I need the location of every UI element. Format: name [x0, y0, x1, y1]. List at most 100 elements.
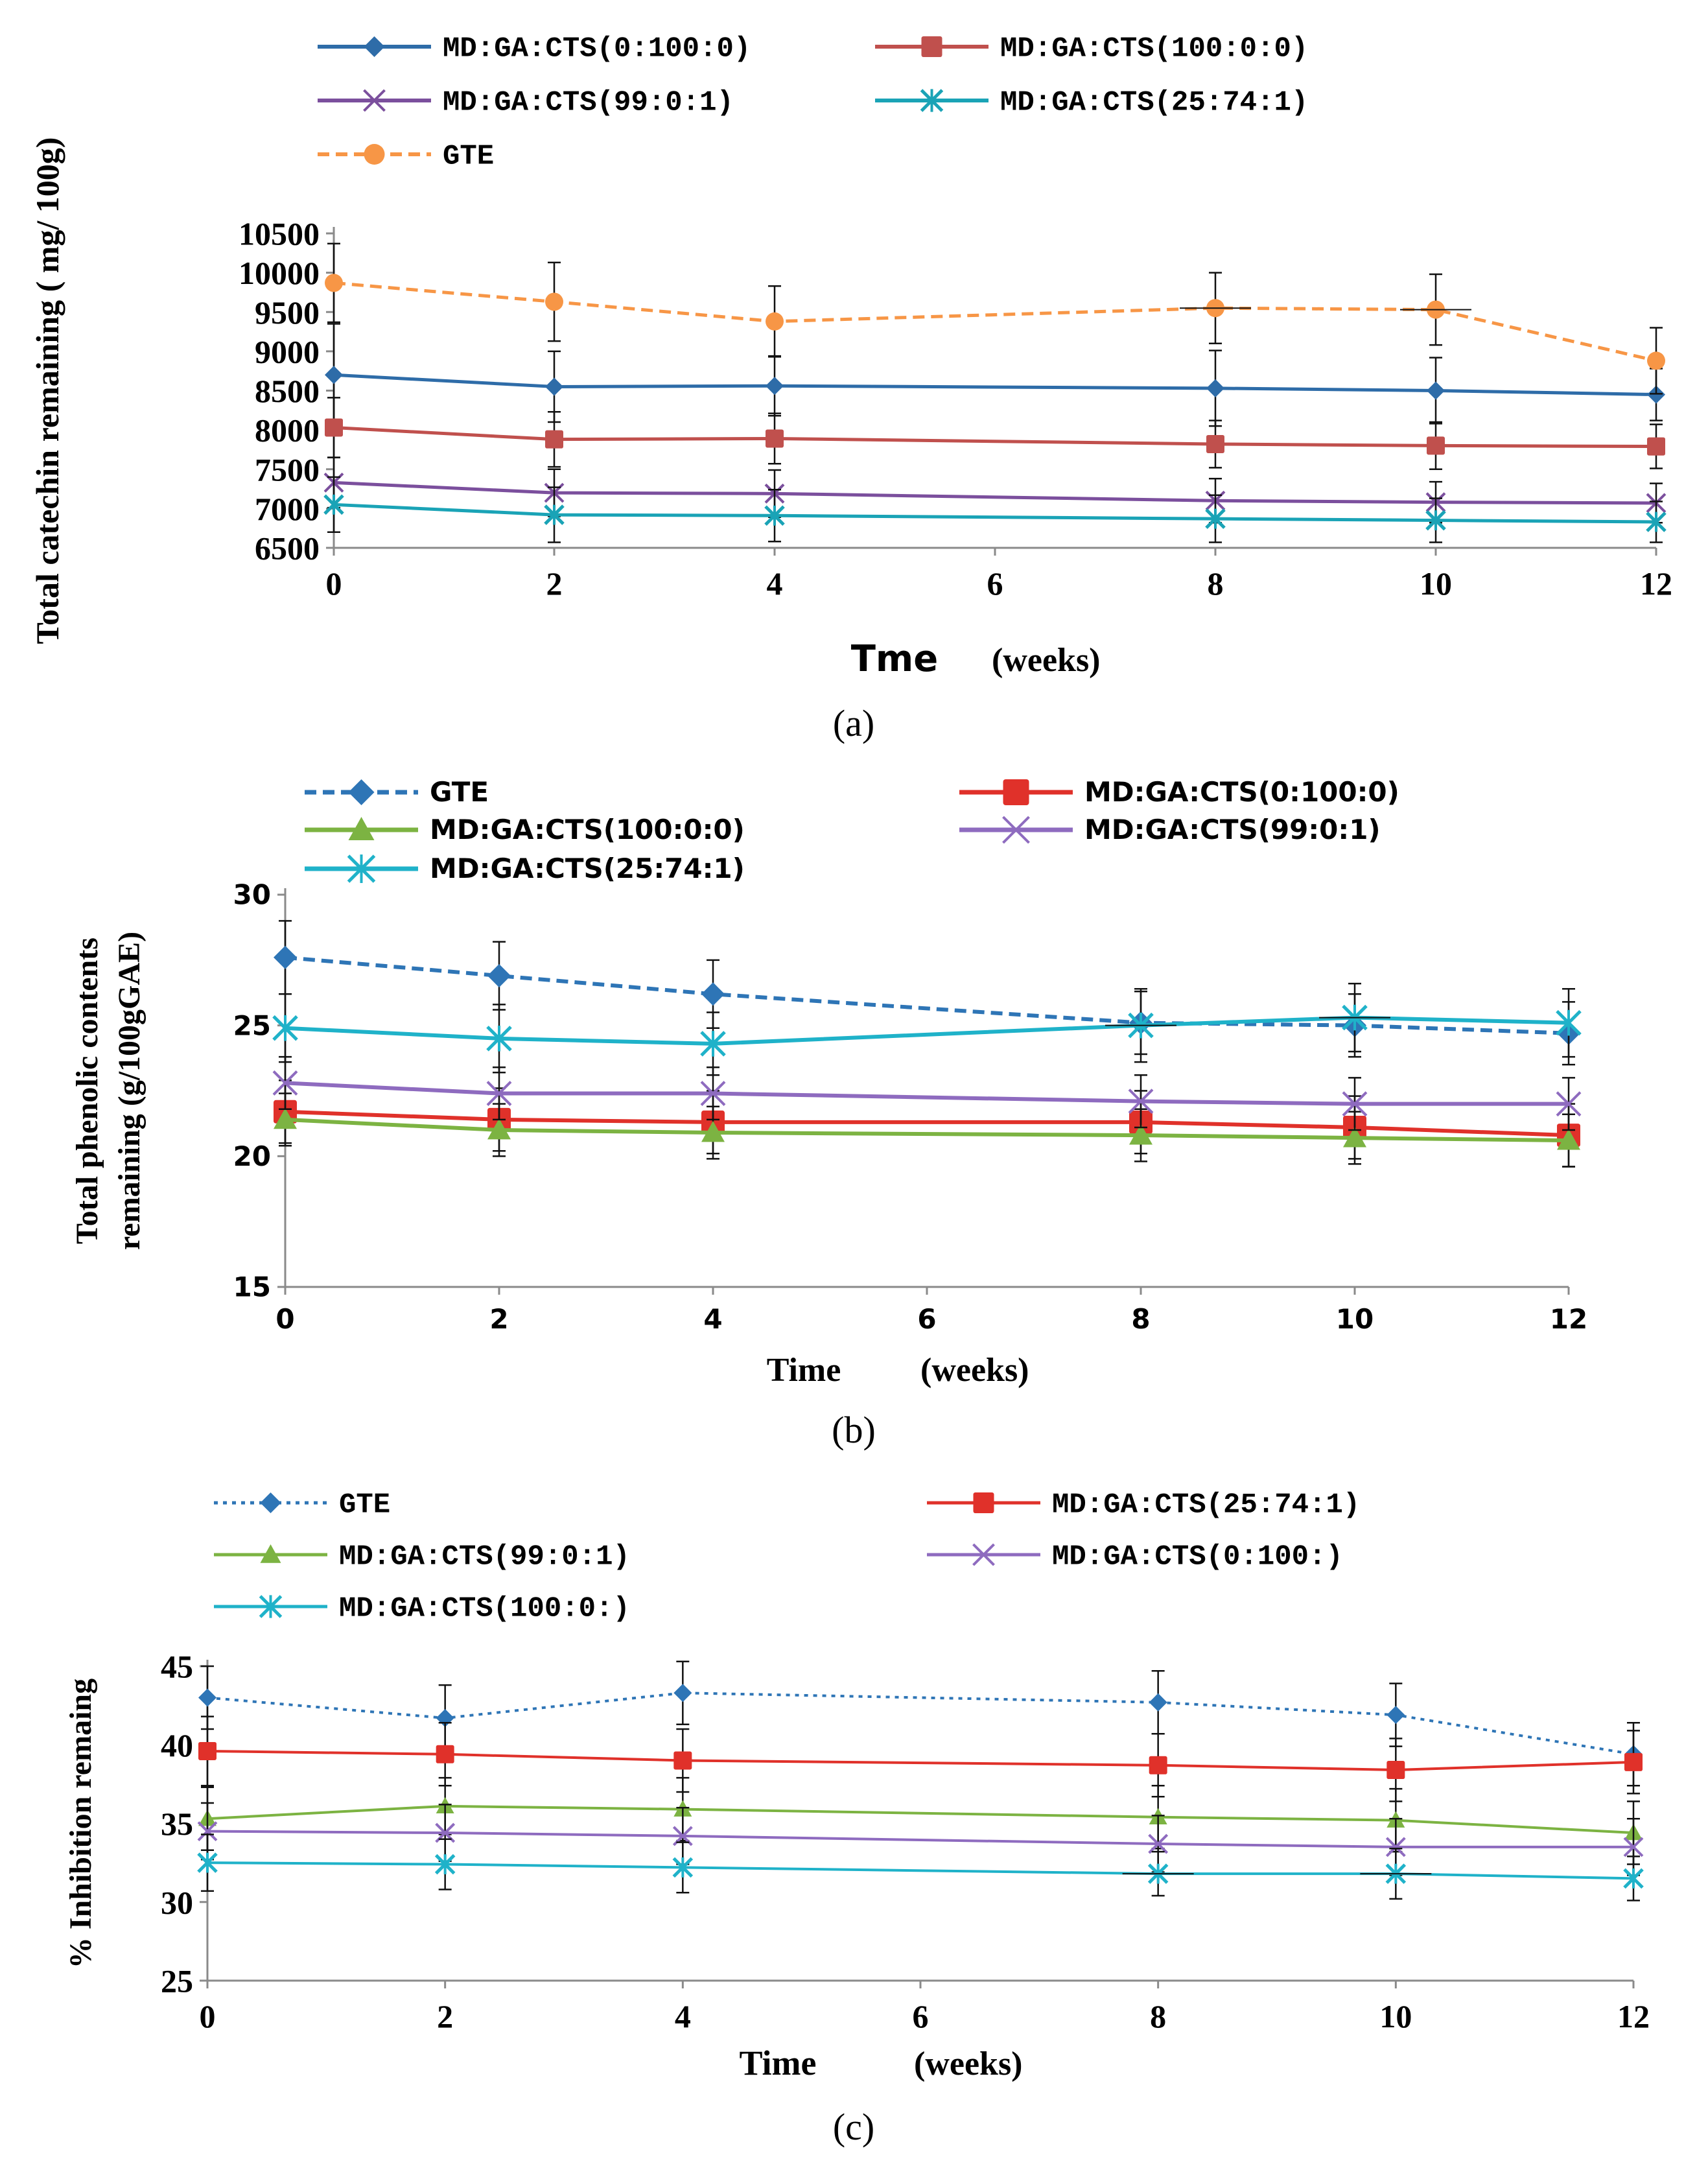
- panel-c-data-point: [1624, 1752, 1643, 1771]
- panel-b-series-3: [272, 1055, 1582, 1131]
- panel-c-legend-label: GTE: [339, 1489, 390, 1522]
- panel-c-legend-item-4: MD:GA:CTS(100:0:): [214, 1593, 630, 1625]
- panel-a-data-point: [1427, 436, 1445, 455]
- panel-a-x-tick-label: 0: [326, 565, 342, 602]
- panel-c-data-point: [1386, 1706, 1405, 1725]
- panel-a-y-tick-label: 7500: [255, 451, 320, 488]
- panel-c-legend-label: MD:GA:CTS(100:0:): [339, 1593, 630, 1625]
- panel-c-y-tick-label: 35: [161, 1806, 193, 1842]
- panel-c-legend-marker: [260, 1544, 281, 1563]
- panel-b-data-point: [486, 1026, 512, 1052]
- panel-c-legend-item-0: GTE: [214, 1489, 390, 1522]
- panel-a-legend-label: MD:GA:CTS(100:0:0): [1000, 33, 1308, 65]
- panel-c-legend-marker: [260, 1492, 281, 1513]
- panel-c-legend-marker: [973, 1492, 994, 1513]
- panel-b-data-point: [1128, 1089, 1154, 1114]
- panel-b-data-point: [1342, 1091, 1368, 1117]
- panel-b-series-line: [285, 955, 1569, 1035]
- panel-c-data-point: [1385, 1837, 1406, 1857]
- panel-b-data-point: [1129, 1124, 1152, 1145]
- panel-a-data-point: [545, 377, 563, 396]
- panel-b-series-line: [285, 1015, 1569, 1046]
- panel-b-legend-marker: [348, 779, 375, 805]
- panel-b-legend-marker: [347, 854, 376, 883]
- panel-a-legend-label: MD:GA:CTS(99:0:1): [443, 87, 734, 119]
- panel-a-legend-label: GTE: [443, 141, 494, 173]
- panel-a-y-tick-label: 10000: [239, 255, 320, 291]
- panel-a-y-tick-label: 8000: [255, 412, 320, 449]
- panel-a-data-point: [544, 504, 565, 525]
- panel-b-data-point: [701, 1121, 725, 1142]
- panel-a-y-tick-label: 6500: [255, 530, 320, 567]
- panel-b-data-point: [487, 964, 511, 988]
- panel-a-y-tick-label: 10500: [239, 216, 320, 252]
- panel-b-legend-item-4: MD:GA:CTS(25:74:1): [305, 853, 745, 884]
- panel-c-data-point: [673, 1684, 692, 1703]
- panel-b-legend-label: MD:GA:CTS(25:74:1): [430, 853, 745, 884]
- panel-b-data-point: [272, 1015, 298, 1041]
- panel-c-legend-marker: [972, 1543, 995, 1566]
- panel-c-legend-label: MD:GA:CTS(25:74:1): [1052, 1489, 1360, 1522]
- panel-b-data-point: [274, 945, 297, 969]
- panel-b-y-tick-label: 25: [233, 1009, 271, 1041]
- panel-b-x-tick-label: 12: [1550, 1303, 1587, 1335]
- panel-b-x-axis-label: Time: [767, 1352, 841, 1389]
- panel-a-data-point: [1427, 381, 1445, 400]
- panel-a-data-point: [1205, 508, 1226, 529]
- panel-a-legend-marker: [921, 36, 942, 57]
- panel-a-series-line: [333, 502, 1657, 524]
- panel-a-x-tick-label: 2: [546, 565, 563, 602]
- panel-a-legend-label: MD:GA:CTS(25:74:1): [1000, 87, 1308, 119]
- panel-a-legend-item-0: MD:GA:CTS(0:100:0): [318, 33, 751, 65]
- panel-b-y-tick-label: 20: [233, 1140, 271, 1172]
- panel-b-legend-item-1: MD:GA:CTS(0:100:0): [959, 776, 1399, 808]
- panel-c-y-tick-label: 40: [161, 1727, 193, 1763]
- panel-b-legend-item-0: GTE: [305, 776, 489, 808]
- panel-a-legend-marker: [920, 89, 944, 112]
- panel-c-x-tick-label: 4: [675, 1998, 691, 2034]
- panel-a-data-point: [323, 494, 344, 515]
- panel-a-data-point: [325, 274, 343, 292]
- panel-c-series-line: [207, 1830, 1633, 1848]
- panel-c-x-tick-label: 8: [1150, 1998, 1166, 2034]
- panel-b-x-tick-label: 8: [1131, 1303, 1150, 1335]
- panel-a-data-point: [764, 505, 785, 526]
- panel-b-phenolic: 15 20 25 30 0 2 4 6 8 10 12 Total phenolic contents…: [70, 776, 1587, 1451]
- panel-a-data-point: [1206, 434, 1224, 453]
- panel-a-y-tick-label: 7000: [255, 491, 320, 527]
- panel-a-y-axis-label: Total catechin remaining ( mg/ 100g): [29, 137, 65, 644]
- panel-b-x-axis-unit: (weeks): [920, 1352, 1029, 1389]
- panel-c-legend-label: MD:GA:CTS(0:100:): [1052, 1541, 1343, 1573]
- panel-b-legend-label: MD:GA:CTS(99:0:1): [1084, 814, 1381, 845]
- panel-a-x-tick-label: 10: [1420, 565, 1452, 602]
- panel-a-series-3: [323, 476, 1667, 543]
- panel-c-legend-label: MD:GA:CTS(99:0:1): [339, 1541, 630, 1573]
- panel-a-series-4: [325, 242, 1665, 395]
- panel-a-series-line: [333, 373, 1657, 397]
- panel-a-legend-marker: [364, 36, 385, 57]
- panel-a-y-tick-label: 9500: [255, 294, 320, 331]
- panel-c-legend-marker: [259, 1595, 283, 1618]
- panel-a-data-point: [545, 292, 563, 311]
- panel-b-series-line: [285, 1109, 1569, 1138]
- panel-c-data-point: [198, 1741, 216, 1760]
- panel-b-data-point: [1556, 1091, 1582, 1117]
- panel-c-x-tick-label: 2: [437, 1998, 453, 2034]
- panel-b-y-tick-label: 30: [233, 879, 271, 911]
- panel-b-data-point: [274, 1107, 297, 1129]
- panel-c-x-tick-label: 10: [1379, 1998, 1412, 2034]
- panel-b-data-point: [487, 1118, 511, 1140]
- panel-b-data-point: [1557, 1129, 1580, 1150]
- panel-c-legend-item-3: MD:GA:CTS(0:100:): [927, 1541, 1343, 1573]
- panel-a-series-line: [333, 425, 1657, 449]
- panel-a-data-point: [325, 366, 343, 384]
- panel-a-data-point: [325, 418, 343, 437]
- panel-c-legend-item-2: MD:GA:CTS(99:0:1): [214, 1541, 630, 1573]
- panel-a-x-axis-label: Tme: [851, 638, 939, 680]
- panel-b-data-point: [700, 1031, 726, 1057]
- panel-c-data-point: [197, 1852, 218, 1873]
- panel-c-data-point: [673, 1751, 692, 1770]
- panel-c-series-line: [207, 1861, 1634, 1880]
